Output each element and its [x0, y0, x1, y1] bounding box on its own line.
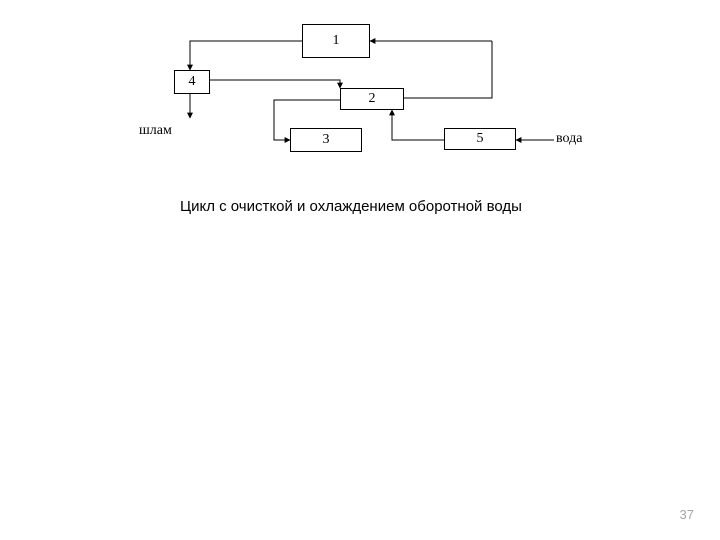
diagram-caption: Цикл с очисткой и охлаждением оборотной … [180, 198, 522, 215]
node-label: 4 [189, 74, 196, 90]
node-n4: 4 [174, 70, 210, 94]
edge-e_4_to_2 [210, 80, 340, 88]
node-n2: 2 [340, 88, 404, 110]
text-label-t_shlam: шлам [139, 123, 172, 139]
node-label: 2 [369, 91, 376, 107]
edges-layer [0, 0, 720, 540]
node-n1: 1 [302, 24, 370, 58]
diagram-stage: Цикл с очисткой и охлаждением оборотной … [0, 0, 720, 540]
edge-e_2_to_top [404, 41, 492, 98]
node-label: 3 [323, 132, 330, 148]
node-label: 5 [477, 131, 484, 147]
node-n3: 3 [290, 128, 362, 152]
edge-e_5_to_2 [392, 110, 444, 140]
edge-e_1_to_4 [190, 41, 302, 70]
text-label-t_voda: вода [556, 131, 582, 147]
node-label: 1 [333, 33, 340, 49]
page-number: 37 [680, 507, 694, 522]
node-n5: 5 [444, 128, 516, 150]
